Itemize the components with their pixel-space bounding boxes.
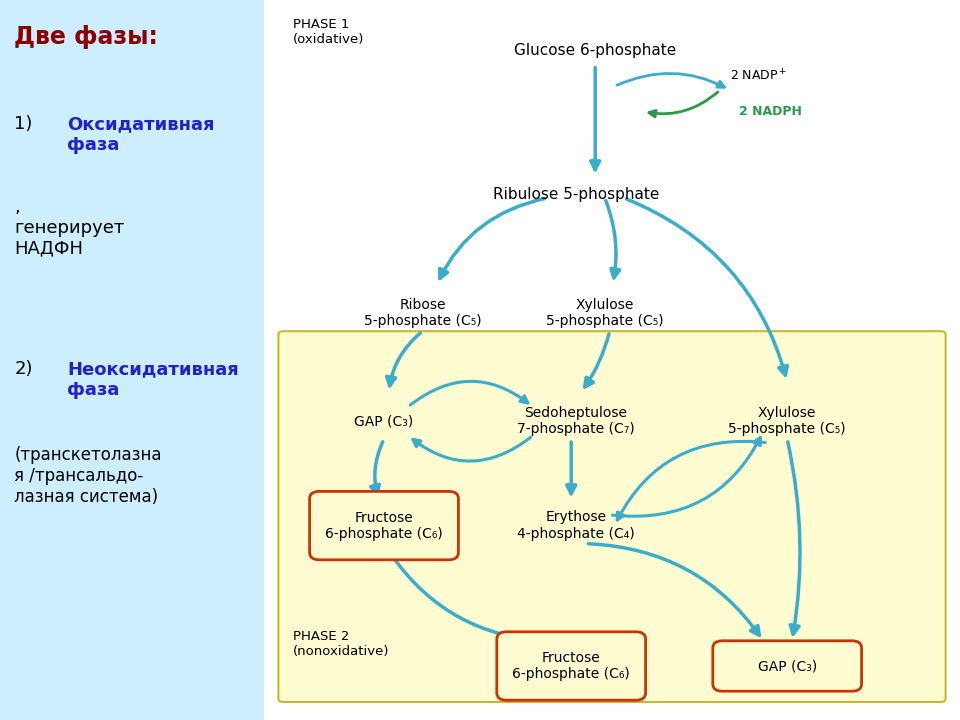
Text: ,
генерирует
НАДФН: , генерирует НАДФН	[14, 198, 125, 258]
Text: Оксидативная
фаза: Оксидативная фаза	[67, 115, 215, 154]
Text: Ribulose 5-phosphate: Ribulose 5-phosphate	[492, 187, 660, 202]
Text: Xylulose
5-phosphate (C₅): Xylulose 5-phosphate (C₅)	[546, 298, 663, 328]
Text: GAP (C₃): GAP (C₃)	[757, 659, 817, 673]
Text: Две фазы:: Две фазы:	[14, 25, 158, 49]
Text: Erythose
4-phosphate (C₄): Erythose 4-phosphate (C₄)	[517, 510, 635, 541]
Text: (транскетолазна
я /трансальдо-
лазная система): (транскетолазна я /трансальдо- лазная си…	[14, 446, 162, 506]
Text: Ribose
5-phosphate (C₅): Ribose 5-phosphate (C₅)	[364, 298, 481, 328]
Text: 2 NADP$^+$: 2 NADP$^+$	[730, 68, 787, 84]
Text: Xylulose
5-phosphate (C₅): Xylulose 5-phosphate (C₅)	[729, 406, 846, 436]
Text: 2): 2)	[14, 360, 33, 378]
FancyBboxPatch shape	[0, 0, 264, 720]
FancyBboxPatch shape	[278, 331, 946, 702]
FancyBboxPatch shape	[712, 641, 861, 691]
Text: PHASE 1
(oxidative): PHASE 1 (oxidative)	[293, 18, 364, 46]
Text: Fructose
6-phosphate (C₆): Fructose 6-phosphate (C₆)	[325, 510, 443, 541]
Text: PHASE 2
(nonoxidative): PHASE 2 (nonoxidative)	[293, 630, 390, 658]
FancyBboxPatch shape	[497, 632, 645, 700]
Text: Sedoheptulose
7-phosphate (C₇): Sedoheptulose 7-phosphate (C₇)	[517, 406, 635, 436]
Text: Fructose
6-phosphate (C₆): Fructose 6-phosphate (C₆)	[513, 651, 630, 681]
Text: 1): 1)	[14, 115, 38, 133]
FancyBboxPatch shape	[309, 491, 459, 560]
Text: 2 NADPH: 2 NADPH	[739, 105, 802, 118]
Text: Неоксидативная
фаза: Неоксидативная фаза	[67, 360, 239, 399]
Text: GAP (C₃): GAP (C₃)	[354, 414, 414, 428]
Text: Glucose 6-phosphate: Glucose 6-phosphate	[514, 43, 677, 58]
